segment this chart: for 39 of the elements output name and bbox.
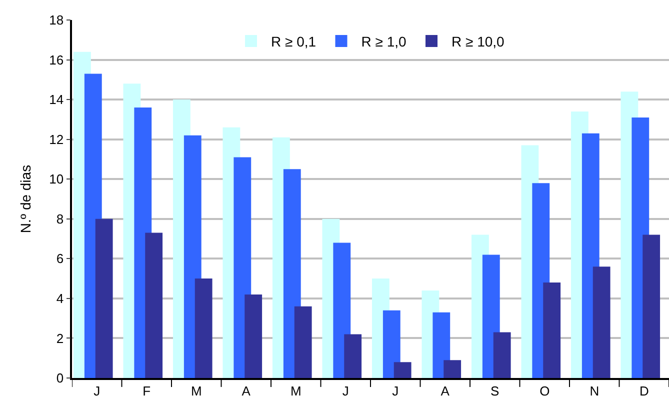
y-tick-label: 6 — [56, 251, 64, 266]
x-tick-label: J — [392, 384, 399, 399]
x-tick-label: M — [290, 384, 302, 399]
bar — [444, 360, 462, 378]
x-tick-label: A — [440, 384, 450, 399]
bar — [642, 234, 660, 378]
x-tick-label: A — [242, 384, 251, 399]
x-tick-label: S — [490, 384, 500, 399]
y-axis-title: N.º de dias — [17, 164, 34, 234]
bar — [543, 282, 561, 378]
legend-label: R ≥ 10,0 — [452, 33, 505, 50]
y-tick-label: 8 — [56, 211, 64, 226]
x-tick-label: F — [142, 384, 151, 399]
bar — [344, 334, 362, 378]
bar — [493, 332, 511, 378]
bar — [244, 294, 262, 378]
bar — [382, 310, 400, 378]
x-tick-label: J — [342, 384, 349, 399]
y-tick-label: 16 — [49, 52, 64, 68]
y-tick-label: 2 — [56, 330, 64, 346]
bar — [194, 278, 212, 378]
bar — [394, 362, 412, 378]
bar — [592, 266, 610, 378]
x-tick-label: N — [590, 384, 600, 399]
y-tick-label: 10 — [49, 172, 64, 187]
bar — [145, 232, 163, 378]
bar — [95, 218, 113, 378]
x-tick-label: J — [94, 384, 100, 399]
bar — [294, 306, 312, 378]
x-tick-label: D — [639, 384, 649, 399]
y-tick-label: 0 — [56, 370, 64, 386]
y-tick-label: 14 — [49, 92, 64, 108]
legend-label: R ≥ 1,0 — [361, 33, 406, 50]
x-tick-label: M — [190, 384, 202, 399]
y-tick-label: 4 — [56, 290, 64, 306]
x-tick-label: O — [540, 384, 550, 399]
legend-label: R ≥ 0,1 — [271, 33, 316, 50]
y-tick-label: 18 — [49, 12, 64, 28]
y-tick-label: 12 — [49, 132, 64, 147]
